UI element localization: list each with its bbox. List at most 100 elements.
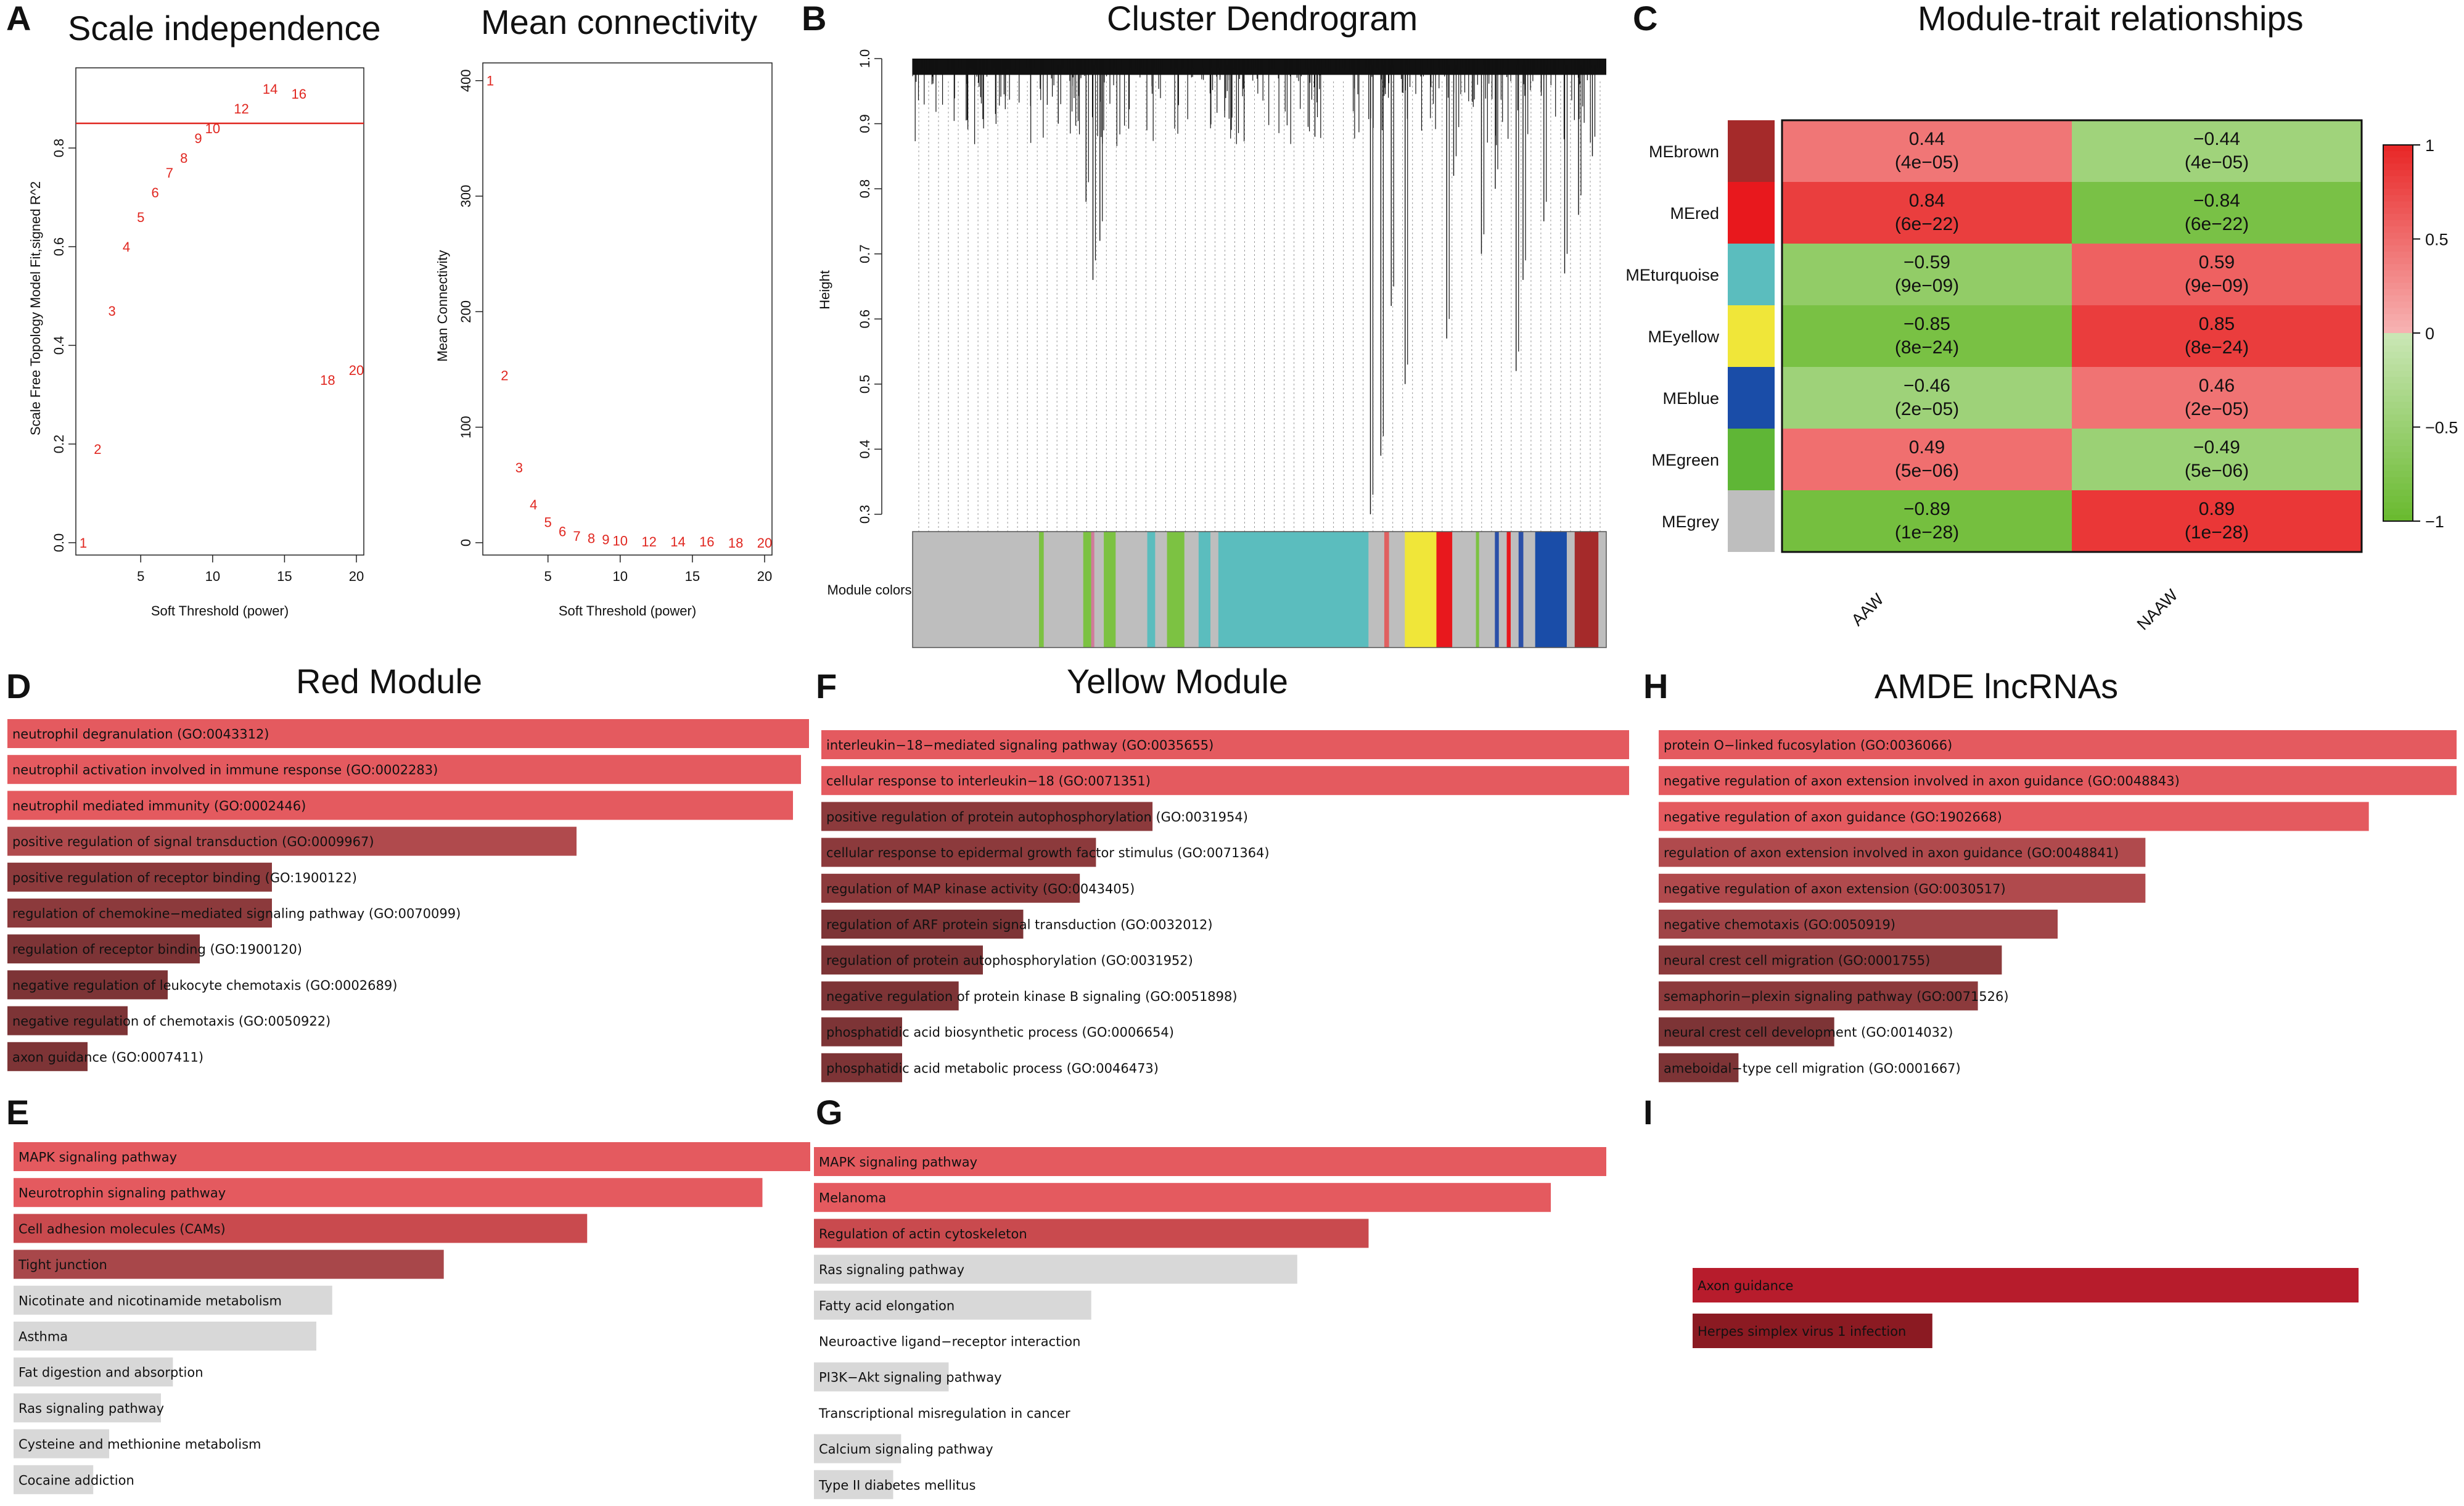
bar-label: Nicotinate and nicotinamide metabolism (18, 1293, 282, 1308)
module-color-segment (1523, 532, 1536, 648)
heatmap-cell (1782, 244, 2072, 305)
bar-label: Herpes simplex virus 1 infection (1698, 1324, 1906, 1339)
x-tick-label: 20 (757, 569, 772, 584)
bar (1659, 910, 2058, 939)
bar (14, 1393, 162, 1423)
panel-letter-d: D (6, 667, 31, 706)
data-point-label: 20 (757, 535, 772, 551)
bar-label: Fat digestion and absorption (18, 1365, 203, 1380)
p-value: (8e−24) (2185, 337, 2249, 358)
bar-label: regulation of axon extension involved in… (1664, 846, 2119, 860)
bar-label: negative regulation of leukocyte chemota… (12, 978, 397, 993)
bar (14, 1249, 444, 1279)
y-tick-label: 400 (458, 69, 474, 92)
data-point-label: 14 (670, 534, 685, 549)
data-point-label: 18 (728, 535, 743, 551)
yellow-module-go-chart: interleukin−18−mediated signaling pathwa… (821, 730, 1629, 1082)
module-color-swatch (1728, 490, 1775, 552)
bar-label: regulation of receptor binding (GO:19001… (12, 942, 302, 957)
data-point-label: 20 (349, 363, 364, 378)
bar-label: MAPK signaling pathway (819, 1155, 977, 1170)
scale-independence-title: Scale independence (68, 9, 381, 47)
bar (1693, 1268, 2359, 1302)
module-color-segment (1368, 532, 1385, 648)
data-point-label: 8 (588, 531, 595, 546)
bar (821, 1017, 902, 1047)
x-tick-label: 15 (685, 569, 700, 584)
correlation-value: 0.59 (2199, 252, 2235, 273)
bar (821, 802, 1153, 831)
bar-label: Axon guidance (1698, 1278, 1793, 1293)
p-value: (5e−06) (1895, 461, 1959, 481)
bar (814, 1219, 1369, 1248)
panel-letter-g: G (816, 1093, 843, 1132)
bar (7, 899, 272, 928)
data-point-label: 2 (501, 368, 508, 383)
p-value: (6e−22) (2185, 214, 2249, 234)
y-tick-label: 0.5 (857, 374, 873, 393)
legend-gradient-step (2383, 395, 2413, 403)
legend-gradient-step (2383, 333, 2413, 340)
amde-title: AMDE lncRNAs (1875, 667, 2119, 706)
bar-label: Neuroactive ligand−receptor interaction (819, 1335, 1080, 1349)
data-point-label: 14 (263, 81, 277, 97)
module-color-segment (1405, 532, 1437, 648)
legend-gradient-step (2383, 157, 2413, 165)
data-point-label: 10 (613, 533, 628, 548)
legend-tick-label: −1 (2425, 512, 2444, 531)
legend-gradient-step (2383, 433, 2413, 440)
data-point-label: 8 (180, 150, 187, 166)
module-color-segment (1498, 532, 1508, 648)
p-value: (5e−06) (2185, 461, 2249, 481)
legend-gradient-step (2383, 389, 2413, 397)
correlation-value: −0.89 (1903, 499, 1950, 519)
y-tick-label: 0.9 (857, 114, 873, 133)
x-tick-label: 5 (544, 569, 552, 584)
module-color-swatch (1728, 367, 1775, 429)
p-value: (2e−05) (2185, 399, 2249, 419)
bar-label: neutrophil mediated immunity (GO:0002446… (12, 799, 306, 813)
module-color-swatch (1728, 305, 1775, 367)
red-module-go-chart: neutrophil degranulation (GO:0043312) neu… (7, 719, 809, 1071)
bar (814, 1398, 933, 1428)
bar (821, 873, 1080, 903)
heatmap-cell (2072, 490, 2362, 552)
module-row-label: MEgrey (1662, 512, 1720, 531)
bar (1659, 981, 1978, 1011)
legend-gradient-step (2383, 477, 2413, 484)
y-tick-label: 0.8 (857, 179, 873, 199)
x-axis-label: Soft Threshold (power) (559, 603, 696, 619)
bar-label: cellular response to interleukin−18 (GO:… (826, 774, 1151, 789)
correlation-value: −0.44 (2193, 129, 2240, 149)
heatmap-cell (2072, 429, 2362, 490)
bar-label: Type II diabetes mellitus (818, 1478, 975, 1492)
bar-label: regulation of ARF protein signal transdu… (826, 918, 1213, 932)
x-axis-label: Soft Threshold (power) (151, 603, 289, 619)
legend-gradient-step (2383, 414, 2413, 422)
bar-label: Cell adhesion molecules (CAMs) (18, 1222, 226, 1236)
y-tick-label: 0.4 (51, 336, 67, 355)
correlation-value: 0.46 (2199, 376, 2235, 396)
heatmap-cell (2072, 367, 2362, 429)
legend-gradient-step (2383, 401, 2413, 409)
p-value: (9e−09) (2185, 276, 2249, 296)
bar (7, 934, 200, 964)
module-color-segment (1094, 532, 1104, 648)
data-point-label: 4 (123, 239, 130, 255)
module-color-segment (1104, 532, 1116, 648)
data-point-label: 12 (234, 101, 248, 117)
amde-go-chart: protein O−linked fucosylation (GO:003606… (1659, 730, 2457, 1082)
module-strip-frame (912, 531, 1607, 648)
y-tick-label: 0.6 (51, 237, 67, 257)
data-point-label: 3 (109, 303, 116, 319)
legend-tick-label: 1 (2425, 136, 2434, 155)
bar (821, 766, 1629, 796)
red-module-kegg-chart: MAPK signaling pathway Neurotrophin signa… (14, 1142, 810, 1494)
heatmap-cell (2072, 244, 2362, 305)
bar-label: negative regulation of axon extension (G… (1664, 881, 2006, 896)
bar-label: neural crest cell development (GO:001403… (1664, 1025, 1953, 1040)
legend-gradient-step (2383, 213, 2413, 221)
module-color-segment (1535, 532, 1567, 648)
red-module-title: Red Module (296, 662, 482, 701)
